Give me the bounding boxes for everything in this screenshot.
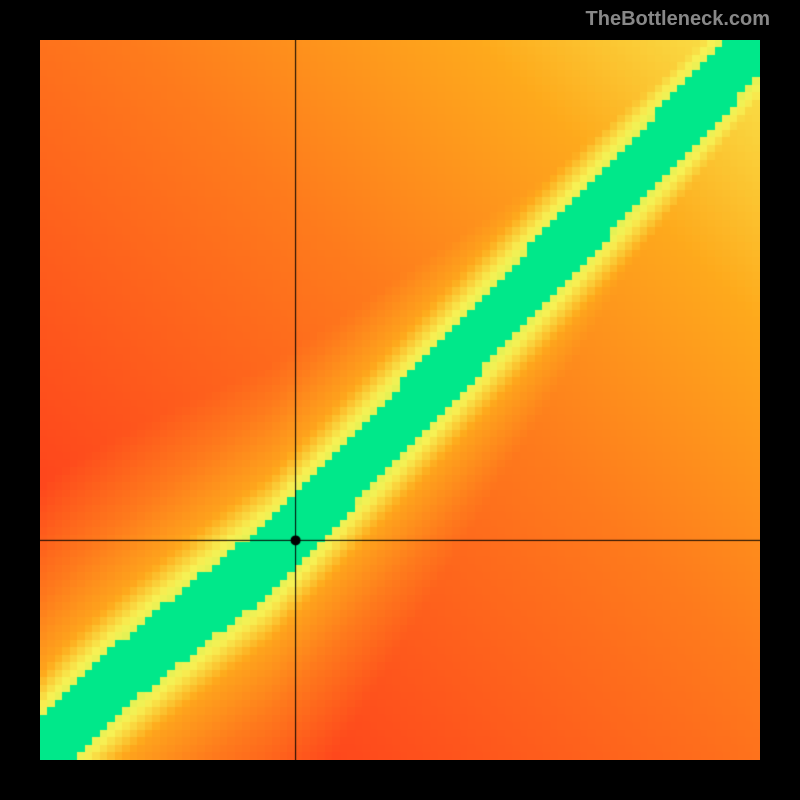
watermark-text: TheBottleneck.com [586,8,770,31]
heatmap-canvas [40,40,760,760]
heatmap-plot [40,40,760,760]
